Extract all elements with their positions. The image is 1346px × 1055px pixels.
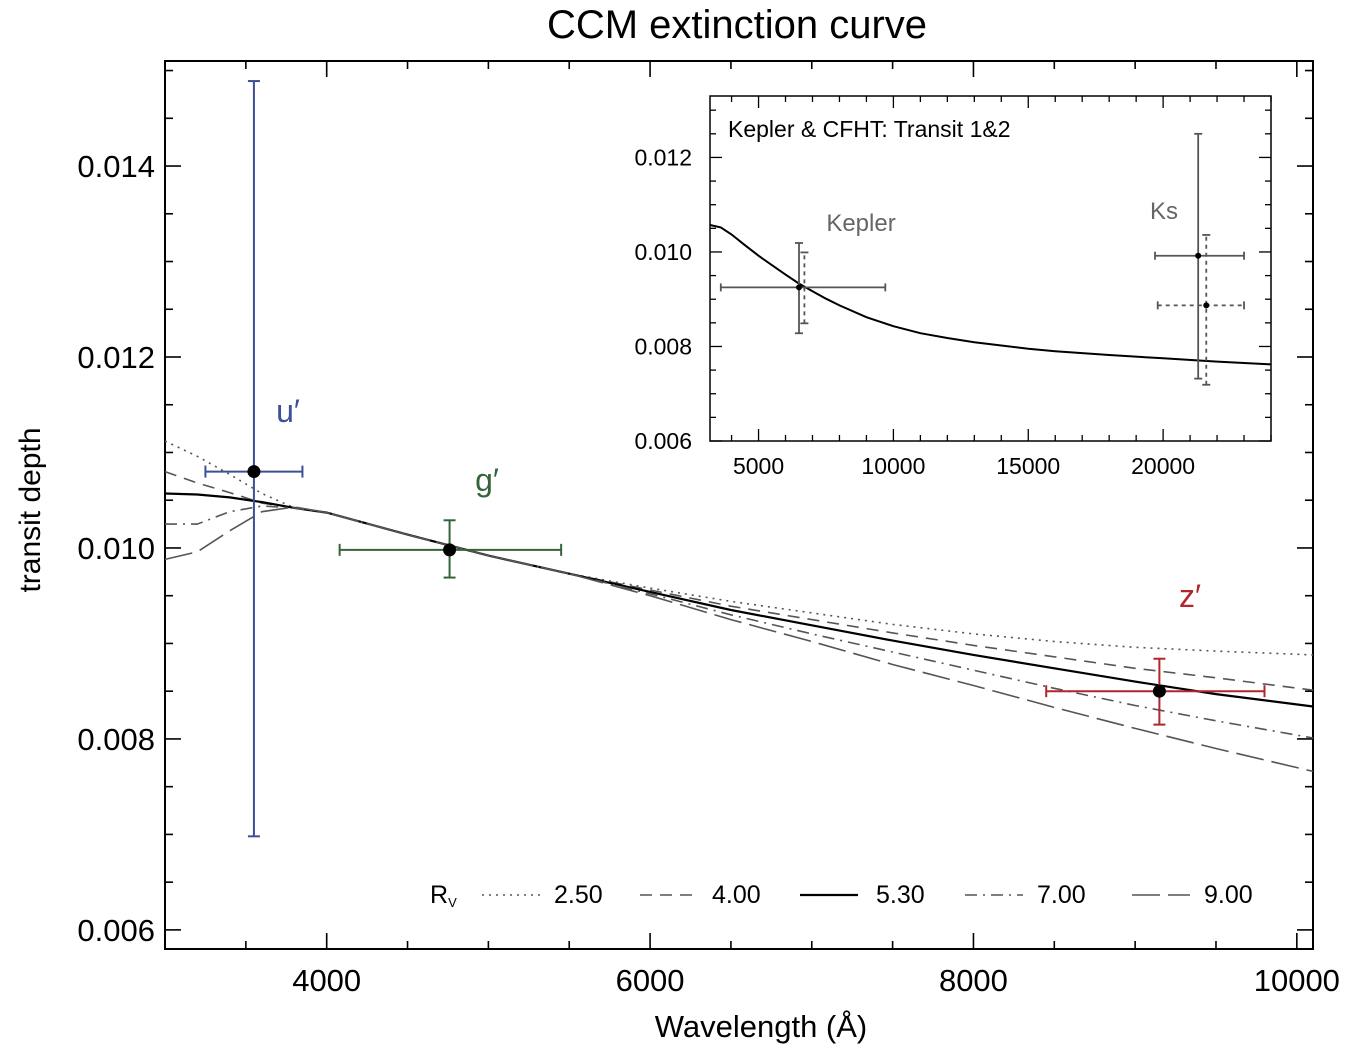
inset-annotation-kepler: Kepler <box>826 210 895 237</box>
legend-label-rv-9.00: 9.00 <box>1204 881 1253 909</box>
inset-marker <box>1195 252 1202 259</box>
inset-data-points <box>719 132 1245 386</box>
inset-point-2 <box>800 251 809 325</box>
inset-y-tick-label: 0.010 <box>634 239 692 265</box>
x-tick-label: 4000 <box>292 963 361 998</box>
data-point-1 <box>204 80 304 838</box>
inset-y-tick-label: 0.008 <box>634 333 692 359</box>
legend-label-rv-2.50: 2.50 <box>554 881 603 909</box>
y-tick-label: 0.006 <box>77 913 155 948</box>
y-tick-label: 0.014 <box>77 149 155 184</box>
main-data-points <box>204 80 1266 838</box>
inset-annotation-ks: Ks <box>1150 198 1178 225</box>
inset-title: Kepler & CFHT: Transit 1&2 <box>728 116 1011 142</box>
data-point-3 <box>1045 657 1266 726</box>
x-axis-label: Wavelength (Å) <box>655 1009 868 1044</box>
y-tick-label: 0.012 <box>77 340 155 375</box>
inset-point-1 <box>719 242 887 335</box>
main-plot-frame <box>164 60 1314 950</box>
x-tick-label: 6000 <box>616 963 685 998</box>
model-curve-rv-9.00 <box>164 506 1314 773</box>
inset-marker <box>796 284 803 291</box>
point-label-z: z′ <box>1179 578 1201 614</box>
point-label-u: u′ <box>276 393 300 429</box>
legend-items: 2.50 4.00 5.30 7.00 9.00 <box>482 881 1253 909</box>
inset-y-tick-label: 0.012 <box>634 144 692 170</box>
legend-label-rv-7.00: 7.00 <box>1037 881 1086 909</box>
inset-axis-ticks: 5000 10000 15000 20000 0.006 0.008 0.010 0.012 <box>634 96 1272 479</box>
data-point-2 <box>338 519 563 579</box>
data-marker <box>443 543 457 557</box>
inset-point-4 <box>1156 234 1245 386</box>
inset-model-curve <box>709 224 1272 366</box>
data-marker <box>247 465 261 479</box>
y-axis-label: transit depth <box>14 427 47 592</box>
y-tick-label: 0.008 <box>77 722 155 757</box>
main-model-curves <box>164 440 1314 773</box>
model-curve-rv-2.50 <box>164 440 1314 656</box>
inset-x-tick-label: 15000 <box>996 453 1060 479</box>
inset-point-3 <box>1154 132 1245 380</box>
inset-x-tick-label: 10000 <box>861 453 925 479</box>
legend-label-rv-5.30: 5.30 <box>876 881 925 909</box>
model-curve-rv-4.00 <box>164 470 1314 691</box>
filter-labels: u′ g′ z′ <box>276 393 1201 614</box>
legend-title-subscript: V <box>448 895 457 910</box>
inset-y-tick-label: 0.006 <box>634 428 692 454</box>
inset-x-tick-label: 20000 <box>1131 453 1195 479</box>
main-axis-ticks: 4000 6000 8000 10000 0.006 0.008 0.010 0.012 0.0… <box>77 61 1340 998</box>
y-tick-label: 0.010 <box>77 531 155 566</box>
model-curve-rv-5.30 <box>164 492 1314 708</box>
inset-plot-frame <box>709 95 1272 442</box>
data-marker <box>1152 684 1166 698</box>
x-tick-label: 8000 <box>939 963 1008 998</box>
point-label-g: g′ <box>475 462 499 498</box>
chart-title: CCM extinction curve <box>547 3 927 47</box>
legend-title-main: R <box>430 881 448 909</box>
legend-label-rv-4.00: 4.00 <box>712 881 761 909</box>
inset-model-curve <box>709 224 1272 366</box>
legend: RV 2.50 4.00 5.30 7.00 9.00 <box>430 881 1253 910</box>
legend-title: RV <box>430 881 457 910</box>
x-tick-label: 10000 <box>1254 963 1340 998</box>
inset-marker <box>1203 302 1210 309</box>
inset-x-tick-label: 5000 <box>733 453 784 479</box>
